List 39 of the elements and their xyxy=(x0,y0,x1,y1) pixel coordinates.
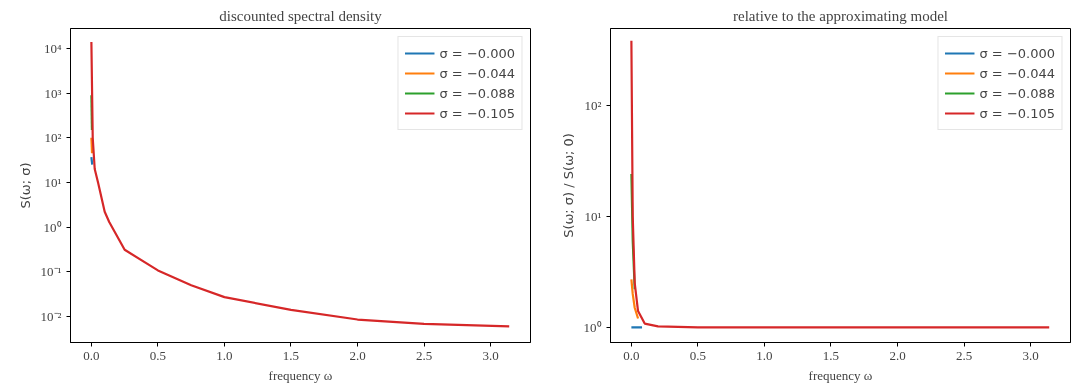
x-tick-label: 2.5 xyxy=(415,347,433,363)
y-tick-label: 10² xyxy=(44,130,62,146)
legend-label: σ = −0.105 xyxy=(439,105,515,121)
y-tick-label: 10¹ xyxy=(584,208,602,224)
legend-label: σ = −0.088 xyxy=(439,85,515,101)
x-tick-label: 2.0 xyxy=(889,347,906,363)
x-tick-label: 0.0 xyxy=(623,347,640,363)
legend-label: σ = −0.088 xyxy=(979,85,1055,101)
x-tick-label: 1.5 xyxy=(822,347,840,363)
x-tick-label: 3.0 xyxy=(482,347,499,363)
x-tick-label: 0.5 xyxy=(149,347,167,363)
y-axis-title: S(ω; σ) / S(ω; 0) xyxy=(560,133,576,238)
x-tick-label: 1.0 xyxy=(216,347,233,363)
line-series xyxy=(630,278,640,320)
y-tick-label: 10⁰ xyxy=(43,219,62,235)
legend-label: σ = −0.000 xyxy=(439,45,515,61)
y-tick-label: 10⁻¹ xyxy=(40,264,62,280)
legend-label: σ = −0.044 xyxy=(439,65,515,81)
y-tick-label: 10³ xyxy=(44,85,62,101)
x-axis-title: frequency ω xyxy=(268,367,333,383)
x-tick-label: 0.0 xyxy=(83,347,100,363)
y-tick-label: 10⁰ xyxy=(583,319,602,335)
x-tick-label: 2.5 xyxy=(955,347,973,363)
x-axis-title: frequency ω xyxy=(808,367,873,383)
legend-label: σ = −0.000 xyxy=(979,45,1055,61)
y-tick-label: 10⁴ xyxy=(43,40,62,56)
chart-title: discounted spectral density xyxy=(219,7,383,24)
x-tick-label: 1.5 xyxy=(282,347,300,363)
chart-title: relative to the approximating model xyxy=(733,7,948,24)
x-tick-label: 0.5 xyxy=(689,347,707,363)
legend-label: σ = −0.105 xyxy=(979,105,1055,121)
legend-label: σ = −0.044 xyxy=(979,65,1055,81)
y-tick-label: 10² xyxy=(584,97,602,113)
y-tick-label: 10¹ xyxy=(44,174,62,190)
y-axis-title: S(ω; σ) xyxy=(17,162,33,209)
y-tick-label: 10⁻² xyxy=(40,308,62,324)
x-tick-label: 2.0 xyxy=(349,347,366,363)
x-tick-label: 1.0 xyxy=(756,347,773,363)
x-tick-label: 3.0 xyxy=(1022,347,1039,363)
